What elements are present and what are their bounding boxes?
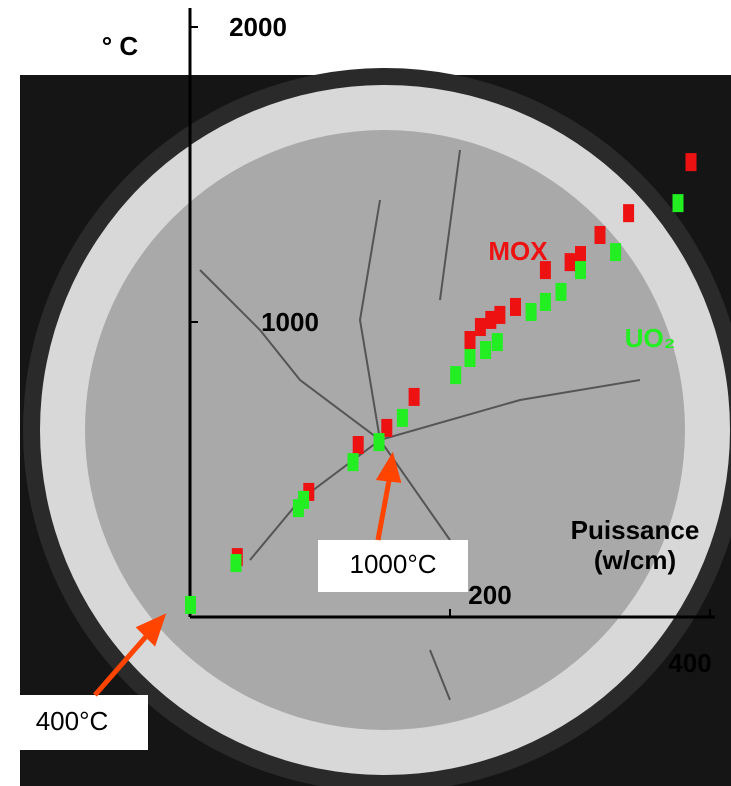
y-axis-label: ° C: [102, 31, 139, 61]
point: [381, 418, 393, 437]
point: [450, 366, 462, 385]
x-tick-label: 200: [468, 580, 511, 610]
point: [539, 261, 551, 280]
point: [464, 348, 476, 367]
point: [525, 302, 537, 321]
point: [298, 490, 310, 509]
point: [575, 261, 586, 280]
point: [494, 305, 506, 324]
point: [610, 243, 622, 262]
legend-label: UO₂: [625, 323, 676, 353]
point: [623, 204, 635, 223]
point: [510, 297, 521, 316]
callout-box: [318, 540, 468, 592]
annotation: 400°C: [36, 706, 109, 736]
point: [373, 433, 385, 452]
point: [408, 387, 420, 406]
point: [396, 408, 408, 427]
annotation: 1000°C: [349, 549, 436, 579]
legend-label: MOX: [488, 236, 548, 266]
point: [594, 225, 606, 244]
point: [185, 595, 196, 614]
point: [464, 330, 476, 349]
point: [491, 333, 503, 352]
point: [474, 318, 486, 337]
x-tick-label: 400: [668, 648, 711, 678]
point: [480, 341, 492, 360]
point: [230, 554, 242, 573]
point: [685, 153, 697, 172]
point: [485, 310, 497, 329]
x-axis-label: Puissance (w/cm): [570, 515, 700, 575]
callout-arrow: [375, 451, 402, 541]
point: [555, 282, 567, 301]
callout-box: [20, 695, 148, 750]
point: [347, 453, 359, 472]
y-tick-label: 2000: [229, 12, 287, 42]
point: [539, 292, 551, 311]
point: [352, 436, 364, 455]
point: [575, 246, 586, 265]
point: [672, 194, 684, 213]
point: [564, 253, 576, 272]
y-tick-label: 1000: [261, 307, 319, 337]
callout-arrow: [93, 613, 167, 697]
x-axis-label-box: Puissance (w/cm): [570, 515, 700, 575]
